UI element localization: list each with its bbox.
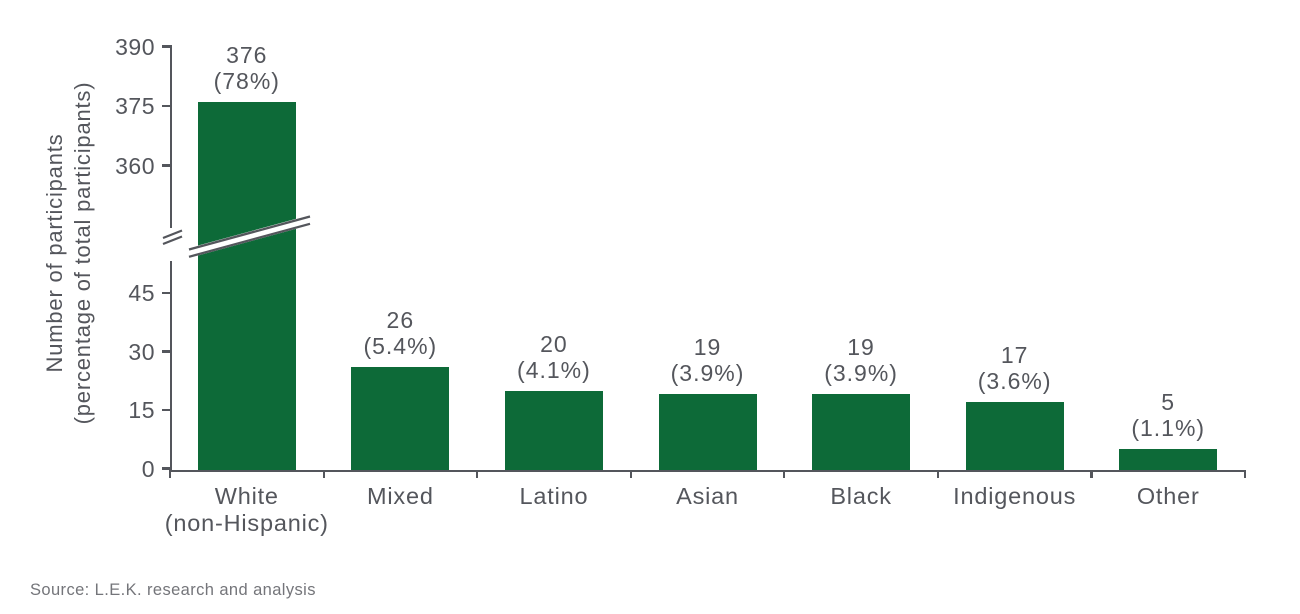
x-tick [629, 471, 632, 478]
category-label-line: Mixed [367, 483, 434, 509]
category-label-black: Black [766, 483, 956, 510]
x-tick [169, 471, 172, 478]
bar-black [812, 394, 911, 471]
bar-percentage: (3.6%) [977, 368, 1052, 395]
bar-value-label-white-non-hispanic: 376 (78%) [162, 42, 332, 94]
bar-indigenous [965, 402, 1064, 471]
bar-latino [504, 390, 603, 471]
bar-value-label-latino: 20 (4.1%) [469, 331, 639, 383]
y-axis-title-line1: Number of participants [42, 133, 67, 373]
category-label-mixed: Mixed [305, 483, 495, 510]
category-label-line: Asian [676, 483, 739, 509]
bar-white-non-hispanic [197, 102, 296, 471]
y-tick-30 [161, 350, 171, 353]
category-label-line: Latino [519, 483, 589, 509]
bar-other [1119, 449, 1218, 471]
category-label-other: Other [1073, 483, 1263, 510]
category-label-asian: Asian [613, 483, 803, 510]
bar-percentage: (3.9%) [670, 360, 745, 387]
bar-percentage: (5.4%) [363, 333, 438, 360]
bar-value-label-indigenous: 17 (3.6%) [930, 342, 1100, 394]
x-axis-line [169, 469, 1246, 473]
axis-break-slash-1 [162, 229, 183, 240]
x-tick [476, 471, 479, 478]
bar-count: 17 [1000, 342, 1029, 369]
bar-value-label-black: 19 (3.9%) [776, 334, 946, 386]
bar-asian [658, 394, 757, 471]
y-tick-label-30: 30 [128, 338, 155, 365]
bar-value-label-mixed: 26 (5.4%) [315, 307, 485, 359]
bar-percentage: (4.1%) [517, 356, 591, 383]
y-tick-45 [161, 291, 171, 295]
category-label-line: White [214, 483, 279, 509]
y-tick-label-360: 360 [115, 152, 155, 179]
category-label-white-non-hispanic: White (non-Hispanic) [152, 483, 342, 537]
category-label-line: Other [1136, 483, 1200, 509]
y-tick-0 [161, 467, 171, 470]
y-tick-375 [161, 104, 171, 108]
bar-count: 19 [847, 334, 875, 361]
x-tick [936, 471, 940, 478]
bar-value-label-asian: 19 (3.9%) [623, 334, 793, 386]
bar-value-label-other: 5 (1.1%) [1083, 389, 1253, 441]
x-tick [322, 471, 325, 478]
bar-count: 376 [226, 42, 268, 69]
bar-count: 20 [540, 330, 568, 357]
bar-percentage: (3.9%) [824, 360, 898, 387]
y-tick-label-0: 0 [141, 455, 155, 482]
y-tick-390 [161, 45, 171, 48]
category-label-indigenous: Indigenous [920, 483, 1110, 510]
y-tick-label-15: 15 [128, 397, 155, 423]
y-tick-label-45: 45 [128, 280, 155, 306]
y-axis-line-upper [170, 45, 173, 228]
bar-count: 19 [693, 334, 722, 361]
bar-count: 26 [386, 307, 415, 334]
bar-percentage: (78%) [213, 68, 280, 95]
x-tick [1090, 471, 1093, 478]
y-tick-15 [161, 408, 171, 412]
bar-percentage: (1.1%) [1131, 415, 1206, 441]
category-label-line: (non-Hispanic) [164, 510, 329, 536]
y-axis-line-lower [170, 261, 173, 471]
category-label-latino: Latino [459, 483, 649, 510]
source-note: Source: L.E.K. research and analysis [30, 581, 316, 599]
y-tick-360 [161, 164, 171, 167]
bar-count: 5 [1161, 389, 1176, 415]
axis-break-slash-2 [162, 235, 183, 246]
category-label-line: Black [830, 483, 892, 509]
bar-mixed [351, 367, 450, 471]
y-tick-label-375: 375 [115, 93, 155, 119]
y-tick-label-390: 390 [115, 33, 155, 60]
x-tick [1244, 471, 1247, 478]
x-tick [783, 471, 786, 478]
category-label-line: Indigenous [953, 483, 1077, 509]
